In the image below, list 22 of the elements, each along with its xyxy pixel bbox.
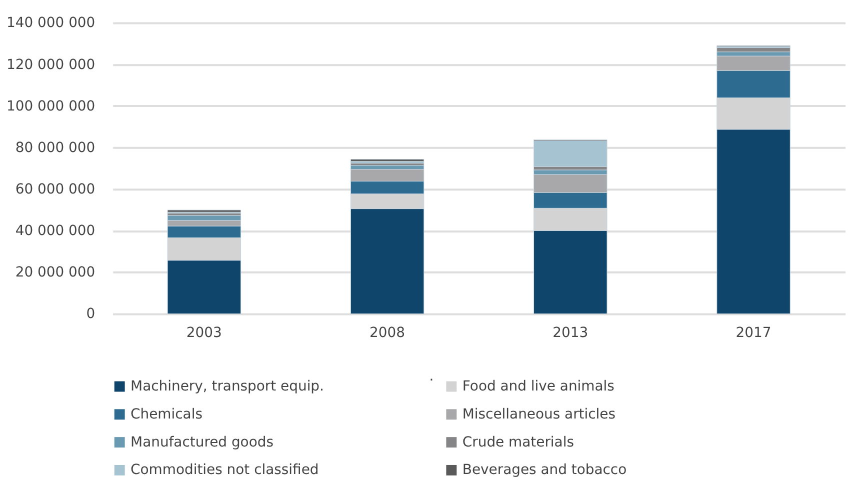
y-tick-label: 100 000 000 <box>6 98 96 114</box>
x-tick-label: 2017 <box>736 325 772 342</box>
legend-label: Crude materials <box>462 434 574 450</box>
legend-label: Beverages and tobacco <box>462 462 627 478</box>
legend-label: Machinery, transport equip. <box>130 378 324 394</box>
y-tick-label: 140 000 000 <box>6 15 96 32</box>
y-tick-label: 80 000 000 <box>15 140 96 156</box>
x-tick-label: 2003 <box>186 325 222 342</box>
x-tick-label: 2013 <box>552 325 588 342</box>
legend-label: Miscellaneous articles <box>462 406 616 422</box>
y-tick-label: 40 000 000 <box>15 223 96 240</box>
y-tick-label: 0 <box>86 306 96 322</box>
y-tick-label: 60 000 000 <box>15 182 96 198</box>
text: . <box>429 368 434 385</box>
legend-label: Food and live animals <box>462 378 614 394</box>
x-tick-label: 2008 <box>370 325 406 342</box>
legend-label: Manufactured goods <box>130 434 274 450</box>
y-tick-label: 120 000 000 <box>6 56 96 73</box>
legend-label: Chemicals <box>130 406 202 422</box>
y-tick-label: 20 000 000 <box>15 264 96 281</box>
bar <box>534 140 608 167</box>
legend-label: Commodities not classified <box>130 462 319 478</box>
